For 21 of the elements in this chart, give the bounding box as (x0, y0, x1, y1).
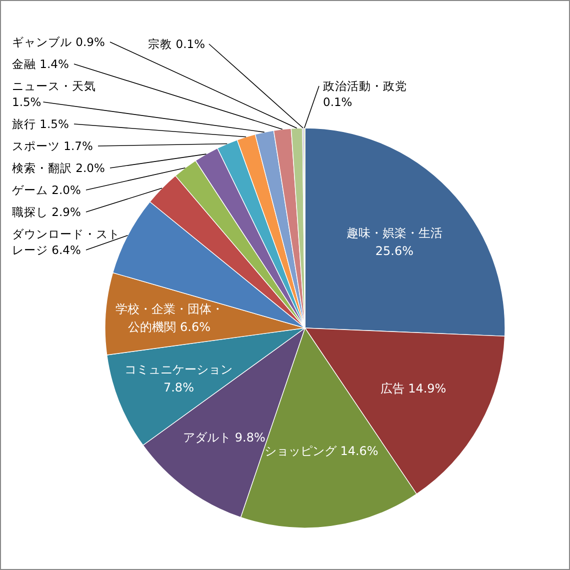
slice-label: ギャンブル 0.9% (12, 35, 105, 49)
slice-label: ニュース・天気 (12, 79, 96, 93)
slice-label: 学校・企業・団体・公的機関 6.6% (115, 302, 224, 334)
slice-label: アダルト 9.8% (183, 430, 266, 444)
slice-label: ショッピング 14.6% (264, 444, 378, 458)
slice-label: 政治活動・政党 (323, 79, 407, 93)
data-label: 25.6% (375, 244, 414, 258)
slice-label: ダウンロード・ストレージ 6.4% (12, 227, 120, 257)
data-label: 0.1% (323, 95, 352, 109)
slice-label: スポーツ 1.7% (12, 139, 93, 153)
slice-label: コミュニケーション (124, 362, 233, 377)
slice-label: 広告 14.9% (380, 382, 446, 396)
data-label: 1.5% (12, 95, 42, 109)
slice-label: ゲーム 2.0% (12, 183, 81, 197)
slice-label: 宗教 0.1% (148, 37, 206, 51)
slice-label: 検索・翻訳 2.0% (12, 161, 105, 175)
data-label: 7.8% (163, 380, 194, 395)
slice-label: 趣味・娯楽・生活 (346, 226, 442, 240)
slice-label: 職探し 2.9% (12, 205, 81, 219)
slice-label: 旅行 1.5% (12, 117, 69, 131)
slice-label: 金融 1.4% (12, 57, 69, 71)
